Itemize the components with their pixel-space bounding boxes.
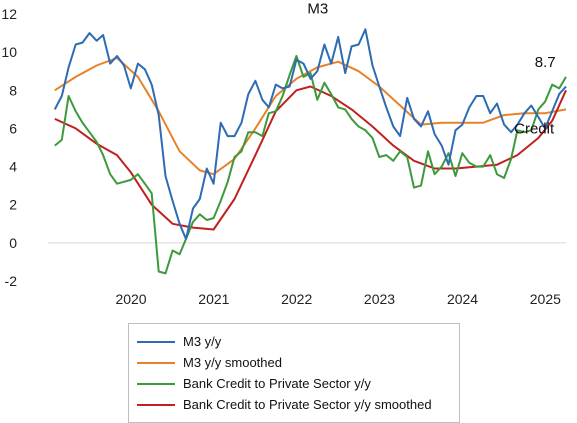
x-tick-label: 2023 xyxy=(364,291,395,307)
annotation-label: Credit xyxy=(514,120,555,137)
y-tick-label: 4 xyxy=(9,159,17,175)
legend-label: Bank Credit to Private Sector y/y xyxy=(183,376,371,391)
legend-label: M3 y/y xyxy=(183,334,222,349)
legend-label: M3 y/y smoothed xyxy=(183,355,282,370)
y-tick-label: 8 xyxy=(9,82,17,98)
y-axis-ticks: -2 0 2 4 6 8 10 12 xyxy=(1,6,17,289)
y-tick-label: 0 xyxy=(9,235,17,251)
series-line xyxy=(53,28,567,240)
legend-swatch xyxy=(137,361,175,364)
legend-label: Bank Credit to Private Sector y/y smooth… xyxy=(183,397,432,412)
legend-swatch xyxy=(137,403,175,406)
legend-swatch xyxy=(137,340,175,343)
line-chart: -2 0 2 4 6 8 10 12 2020 2021 2022 2023 2024 2025 M3 8… xyxy=(1,0,567,307)
y-tick-label: 2 xyxy=(9,197,17,213)
series-line xyxy=(54,55,567,275)
annotation-label: M3 xyxy=(307,0,328,17)
legend-item: M3 y/y xyxy=(137,331,459,352)
series-lines xyxy=(53,28,567,275)
chart-annotations: M3 8.7 Credit xyxy=(307,0,555,137)
y-tick-label: -2 xyxy=(5,273,18,289)
x-tick-label: 2024 xyxy=(447,291,478,307)
x-axis-labels: 2020 2021 2022 2023 2024 2025 xyxy=(115,291,561,307)
legend-item: Bank Credit to Private Sector y/y smooth… xyxy=(137,394,459,415)
series-line xyxy=(54,85,567,231)
annotation-label: 8.7 xyxy=(535,54,556,71)
legend-item: Bank Credit to Private Sector y/y xyxy=(137,373,459,394)
legend-item: M3 y/y smoothed xyxy=(137,352,459,373)
x-tick-label: 2020 xyxy=(115,291,146,307)
y-tick-label: 6 xyxy=(9,120,17,136)
legend-swatch xyxy=(137,382,175,385)
x-tick-label: 2021 xyxy=(198,291,229,307)
x-tick-label: 2022 xyxy=(281,291,312,307)
legend: M3 y/y M3 y/y smoothed Bank Credit to Priv… xyxy=(128,323,460,423)
x-tick-label: 2025 xyxy=(530,291,561,307)
y-tick-label: 10 xyxy=(1,44,17,60)
y-tick-label: 12 xyxy=(1,6,17,22)
